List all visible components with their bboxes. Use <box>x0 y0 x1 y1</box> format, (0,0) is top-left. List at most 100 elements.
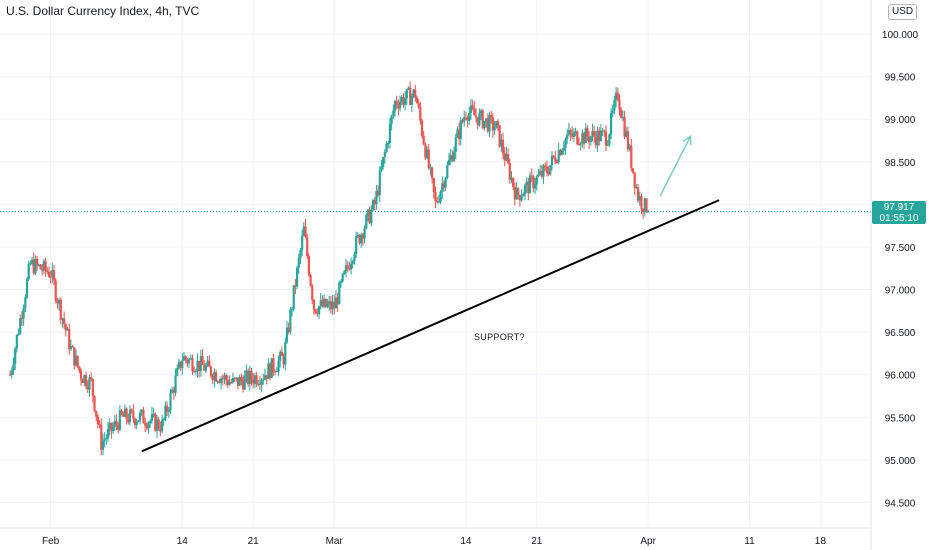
candle-body <box>157 419 160 429</box>
candle-body <box>341 273 344 282</box>
candle-body <box>559 150 562 155</box>
candle-body <box>594 136 597 146</box>
candle-body <box>395 100 398 106</box>
candle-body <box>262 379 265 381</box>
candle-body <box>122 413 125 417</box>
candle-body <box>383 151 386 158</box>
time-tick-label: 21 <box>531 536 543 547</box>
candle-body <box>463 117 466 122</box>
candle-body <box>642 208 645 213</box>
candle-body <box>220 378 223 383</box>
candle-body <box>142 409 145 424</box>
candle-body <box>166 405 169 412</box>
candle-body <box>105 438 108 440</box>
candle-body <box>621 117 624 119</box>
candle-body <box>248 370 251 385</box>
candle-body <box>306 237 309 257</box>
candle-body <box>236 377 240 386</box>
candle-body <box>10 370 13 375</box>
candle-body <box>569 130 572 134</box>
candle-body <box>427 149 430 168</box>
candle-body <box>30 259 34 264</box>
candle-body <box>235 377 238 379</box>
candle-body <box>452 151 456 162</box>
candle-body <box>154 413 157 431</box>
candle-body <box>329 301 332 310</box>
candle-body <box>508 162 511 180</box>
candle-body <box>88 377 91 390</box>
candle-body <box>193 371 196 373</box>
candle-body <box>176 367 179 376</box>
candle-body <box>611 110 614 113</box>
candle-body <box>626 131 630 150</box>
candle-body <box>164 405 167 419</box>
candle-body <box>304 226 307 238</box>
candle-body <box>191 358 194 372</box>
candle-body <box>257 383 260 385</box>
candle-body <box>317 306 321 315</box>
candle-body <box>346 265 349 268</box>
candle-body <box>326 303 329 307</box>
candle-body <box>61 318 64 321</box>
candle-body <box>29 263 32 265</box>
candle-body <box>42 261 45 271</box>
candle-body <box>128 409 132 423</box>
candle-body <box>216 381 219 383</box>
candle-body <box>449 155 452 161</box>
candle-body <box>83 375 86 383</box>
candle-body <box>187 359 191 364</box>
candle-body <box>478 113 481 126</box>
candle-body <box>338 282 341 305</box>
candle-body <box>365 215 368 229</box>
candle-body <box>434 191 437 202</box>
time-tick-label: 14 <box>177 536 189 547</box>
candle-body <box>297 258 300 268</box>
candle-body <box>179 361 182 369</box>
candle-body <box>633 172 636 188</box>
candle-body <box>483 120 486 129</box>
candle-body <box>95 410 98 417</box>
candle-body <box>530 175 533 177</box>
candle-body <box>532 176 535 189</box>
candle-body <box>493 128 496 131</box>
candle-body <box>206 360 209 366</box>
candle-body <box>174 375 177 393</box>
candle-body <box>84 375 88 387</box>
candle-body <box>209 366 213 376</box>
candle-body <box>503 153 506 161</box>
candle-body <box>439 191 442 202</box>
candle-body <box>424 144 427 158</box>
candle-body <box>539 170 542 175</box>
candle-body <box>120 410 123 414</box>
candle-body <box>181 360 184 369</box>
candle-body <box>20 318 24 320</box>
candle-body <box>321 300 324 307</box>
candle-body <box>123 408 127 417</box>
candle-body <box>555 162 559 164</box>
candle-body <box>491 117 494 131</box>
candle-body <box>366 209 370 216</box>
candle-body <box>464 117 467 119</box>
candle-body <box>228 382 231 385</box>
candle-body <box>260 379 263 385</box>
price-tick-label: 95.000 <box>885 456 916 467</box>
currency-button[interactable]: USD <box>888 4 917 20</box>
candle-body <box>608 134 611 145</box>
candle-body <box>279 352 282 361</box>
projection-arrow-line <box>659 135 692 197</box>
candles <box>9 81 650 456</box>
candle-body <box>557 150 560 163</box>
candle-body <box>54 280 57 301</box>
candle-body <box>265 375 268 379</box>
candle-body <box>52 270 56 281</box>
candle-body <box>441 183 444 192</box>
candle-body <box>350 263 353 270</box>
candle-body <box>601 130 604 132</box>
candle-body <box>528 175 532 194</box>
candle-body <box>294 285 297 287</box>
candle-body <box>631 168 635 173</box>
candle-body <box>41 269 44 271</box>
candle-body <box>182 356 186 361</box>
candle-body <box>485 118 488 121</box>
